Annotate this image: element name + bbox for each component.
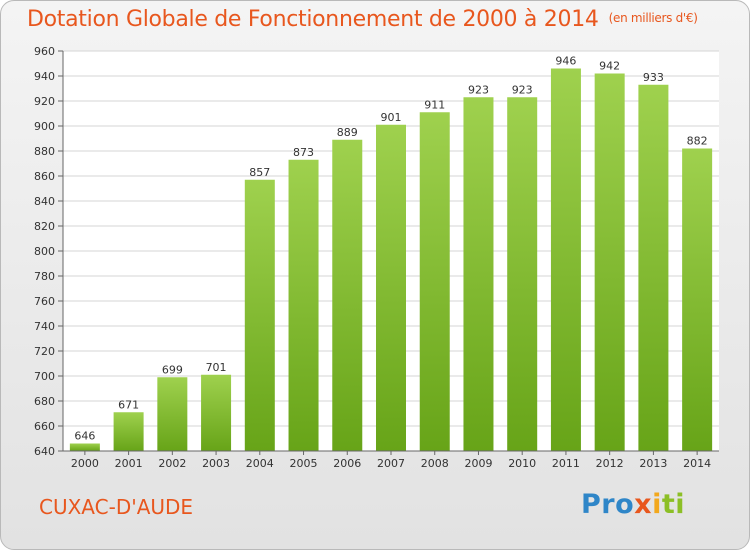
x-tick-label: 2002 bbox=[158, 457, 186, 470]
y-tick-label: 860 bbox=[34, 170, 55, 183]
y-tick-label: 700 bbox=[34, 370, 55, 383]
x-tick-label: 2011 bbox=[552, 457, 580, 470]
bar bbox=[332, 139, 363, 451]
bar bbox=[244, 179, 275, 451]
y-tick-label: 660 bbox=[34, 420, 55, 433]
y-tick-label: 880 bbox=[34, 145, 55, 158]
y-tick-label: 800 bbox=[34, 245, 55, 258]
x-tick-label: 2009 bbox=[464, 457, 492, 470]
bar bbox=[201, 374, 232, 451]
bar bbox=[550, 68, 581, 451]
chart-title-text: Dotation Globale de Fonctionnement de 20… bbox=[27, 7, 599, 32]
y-tick-label: 920 bbox=[34, 95, 55, 108]
bar bbox=[682, 148, 713, 451]
x-tick-label: 2000 bbox=[71, 457, 99, 470]
logo-part-1: Pro bbox=[581, 489, 635, 520]
bar bbox=[157, 377, 188, 451]
bar-value-label: 923 bbox=[468, 83, 489, 96]
logo-part-3: i bbox=[652, 489, 662, 520]
x-tick-label: 2010 bbox=[508, 457, 536, 470]
bar-value-label: 946 bbox=[555, 55, 576, 68]
bar bbox=[419, 112, 450, 451]
x-tick-label: 2003 bbox=[202, 457, 230, 470]
bar-value-label: 923 bbox=[512, 83, 533, 96]
y-tick-label: 820 bbox=[34, 220, 55, 233]
y-tick-label: 680 bbox=[34, 395, 55, 408]
y-tick-label: 960 bbox=[34, 45, 55, 58]
y-tick-label: 640 bbox=[34, 445, 55, 458]
bar bbox=[594, 73, 625, 451]
bar bbox=[69, 443, 100, 451]
bar-value-label: 901 bbox=[381, 111, 402, 124]
bar-value-label: 873 bbox=[293, 146, 314, 159]
logo-part-4: ti bbox=[661, 489, 686, 520]
proxiti-logo: Proxiti bbox=[581, 489, 685, 520]
y-tick-label: 760 bbox=[34, 295, 55, 308]
bar bbox=[113, 412, 144, 451]
bar-value-label: 857 bbox=[249, 166, 270, 179]
y-axis: 640 660 680 700 720 740 760 780 800 820 840 860 880 9… bbox=[34, 45, 64, 458]
x-axis: 2000 2001 2002 2003 2004 2005 2006 2007 2008 2009… bbox=[63, 450, 719, 470]
bar-value-label: 701 bbox=[206, 361, 227, 374]
bar bbox=[288, 159, 319, 451]
bar bbox=[507, 97, 538, 451]
logo-part-2: x bbox=[634, 489, 653, 520]
bar bbox=[376, 124, 406, 451]
x-tick-label: 2014 bbox=[683, 457, 711, 470]
y-tick-label: 940 bbox=[34, 70, 55, 83]
x-tick-label: 2013 bbox=[639, 457, 667, 470]
chart-unit: (en milliers d'€) bbox=[608, 11, 698, 25]
bars bbox=[69, 68, 713, 451]
x-tick-label: 2008 bbox=[421, 457, 449, 470]
value-labels: 646 671 699 701 857 873 889 901 911 923 923 946 942 9… bbox=[74, 55, 707, 443]
bar bbox=[638, 84, 669, 451]
bar-value-label: 646 bbox=[74, 430, 95, 443]
y-tick-label: 740 bbox=[34, 320, 55, 333]
x-tick-label: 2007 bbox=[377, 457, 405, 470]
bar-value-label: 882 bbox=[687, 135, 708, 148]
y-tick-label: 900 bbox=[34, 120, 55, 133]
commune-name: CUXAC-D'AUDE bbox=[39, 495, 194, 519]
bar bbox=[463, 97, 494, 451]
y-tick-label: 840 bbox=[34, 195, 55, 208]
bar-value-label: 942 bbox=[599, 60, 620, 73]
x-tick-label: 2005 bbox=[290, 457, 318, 470]
y-tick-label: 720 bbox=[34, 345, 55, 358]
bar-value-label: 933 bbox=[643, 71, 664, 84]
x-tick-label: 2004 bbox=[246, 457, 274, 470]
bar-value-label: 911 bbox=[424, 98, 445, 111]
x-tick-label: 2006 bbox=[333, 457, 361, 470]
chart-title: Dotation Globale de Fonctionnement de 20… bbox=[27, 7, 698, 32]
y-tick-label: 780 bbox=[34, 270, 55, 283]
bar-value-label: 699 bbox=[162, 363, 183, 376]
x-tick-label: 2001 bbox=[115, 457, 143, 470]
bar-value-label: 889 bbox=[337, 126, 358, 139]
bar-value-label: 671 bbox=[118, 398, 139, 411]
x-tick-label: 2012 bbox=[596, 457, 624, 470]
